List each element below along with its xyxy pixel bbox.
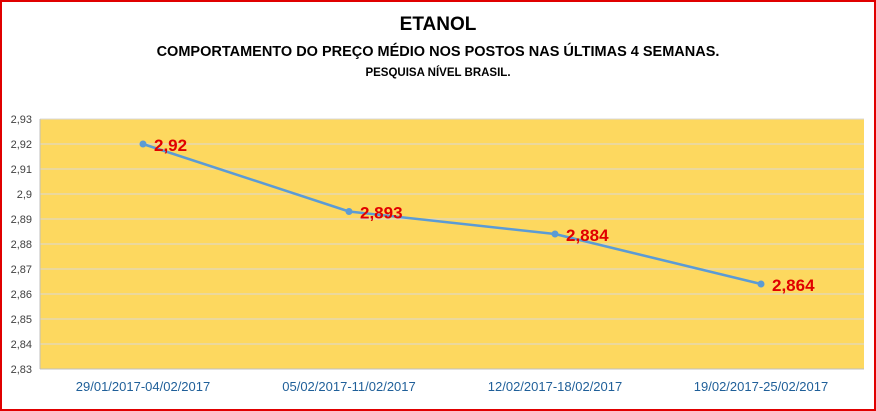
y-tick-label: 2,86	[11, 289, 32, 301]
data-label: 2,884	[566, 226, 609, 245]
y-tick-label: 2,88	[11, 239, 32, 251]
series-line	[142, 142, 762, 286]
y-tick-label: 2,87	[11, 264, 32, 276]
data-point	[139, 140, 147, 148]
data-label: 2,92	[154, 136, 187, 155]
x-tick-label: 29/01/2017-04/02/2017	[76, 379, 210, 394]
y-tick-label: 2,9	[17, 189, 32, 201]
data-point	[757, 280, 765, 288]
y-tick-label: 2,92	[11, 139, 32, 151]
chart-title: ETANOL	[399, 14, 477, 35]
x-tick-label: 05/02/2017-11/02/2017	[282, 379, 416, 394]
chart-subtitle: COMPORTAMENTO DO PREÇO MÉDIO NOS POSTOS …	[156, 44, 720, 60]
data-point	[345, 208, 353, 215]
data-label: 2,893	[360, 204, 403, 223]
y-tick-label: 2,84	[11, 339, 32, 351]
y-tick-label: 2,83	[11, 364, 32, 376]
y-tick-label: 2,89	[11, 214, 32, 226]
y-tick-label: 2,91	[11, 164, 32, 176]
data-label: 2,864	[772, 276, 815, 295]
x-tick-label: 12/02/2017-18/02/2017	[488, 379, 622, 394]
y-tick-label: 2,93	[11, 114, 32, 126]
x-tick-label: 19/02/2017-25/02/2017	[694, 379, 828, 394]
y-tick-label: 2,85	[11, 314, 32, 326]
chart-note: PESQUISA NÍVEL BRASIL.	[365, 67, 511, 79]
data-point	[551, 230, 559, 238]
